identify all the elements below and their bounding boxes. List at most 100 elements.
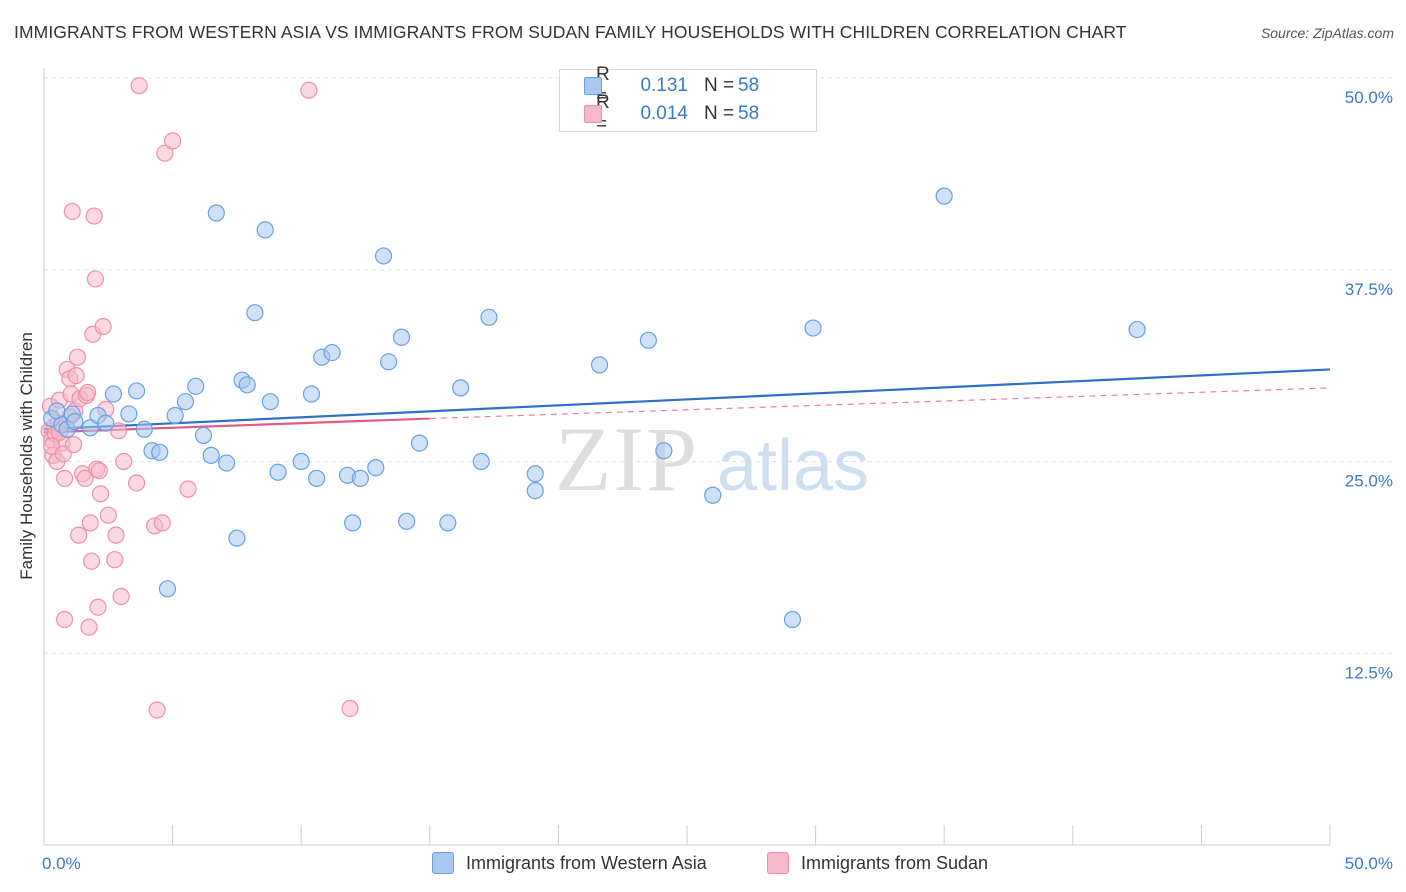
western-asia-point xyxy=(292,452,310,471)
sudan-point xyxy=(115,452,133,471)
legend-label: Immigrants from Sudan xyxy=(801,852,989,873)
legend-row-western-asia: R = 0.131 N = 58 xyxy=(584,64,760,107)
legend-swatch-blue xyxy=(584,77,602,95)
r-value: 0.014 xyxy=(640,103,688,124)
x-tick-label: 50.0% xyxy=(1345,854,1393,873)
sudan-point xyxy=(70,526,88,544)
western-asia-point xyxy=(392,328,411,346)
sudan-point xyxy=(76,469,94,487)
western-asia-point xyxy=(1128,320,1146,339)
western-asia-point xyxy=(704,486,722,504)
western-asia-point xyxy=(655,442,673,460)
western-asia-point xyxy=(410,434,429,452)
source-label: Source: ZipAtlas.com xyxy=(1260,25,1394,41)
western-asia-point xyxy=(344,514,362,532)
watermark-atlas: atlas xyxy=(717,426,869,506)
y-tick-label: 25.0% xyxy=(1345,472,1393,491)
western-asia-point xyxy=(302,385,321,403)
y-tick-label: 37.5% xyxy=(1345,280,1393,299)
legend-swatch-blue xyxy=(432,852,454,874)
western-asia-point xyxy=(480,308,498,326)
western-asia-point xyxy=(218,454,236,472)
western-asia-point xyxy=(104,385,123,403)
western-asia-point xyxy=(207,204,225,222)
western-asia-point xyxy=(935,187,953,205)
legend-swatch-pink xyxy=(584,105,602,123)
correlation-legend: R = 0.131 N = 58 R = 0.014 N = 58 xyxy=(559,64,817,135)
legend-label: Immigrants from Western Asia xyxy=(466,852,707,873)
sudan-point xyxy=(127,474,146,492)
sudan-point xyxy=(91,485,110,503)
sudan-point xyxy=(164,132,182,150)
sudan-point xyxy=(179,480,197,498)
sudan-point xyxy=(89,598,107,616)
watermark-zip: ZIP xyxy=(555,408,699,510)
western-asia-point xyxy=(367,459,385,477)
n-value: 58 xyxy=(738,75,760,96)
western-asia-point xyxy=(246,304,264,322)
sudan-point xyxy=(82,552,101,570)
western-asia-point xyxy=(194,426,213,445)
western-asia-point xyxy=(120,405,138,423)
western-asia-point xyxy=(374,247,393,265)
western-asia-point xyxy=(351,469,369,487)
y-axis-label: Family Households with Children xyxy=(17,332,36,580)
tick-labels: 12.5% 25.0% 37.5% 50.0% 0.0% 50.0% xyxy=(42,88,1393,873)
western-asia-point xyxy=(783,610,802,629)
western-asia-point xyxy=(158,580,177,598)
legend-swatch-pink xyxy=(767,852,789,874)
western-asia-point xyxy=(261,393,279,411)
western-asia-point xyxy=(472,452,490,471)
sudan-point xyxy=(81,514,99,532)
n-label: N = xyxy=(704,75,735,96)
sudan-point xyxy=(300,81,318,99)
sudan-point xyxy=(79,383,97,402)
sudan-point xyxy=(67,366,85,385)
western-asia-point xyxy=(151,443,169,461)
sudan-point xyxy=(86,270,105,288)
western-asia-point xyxy=(590,356,609,374)
n-label: N = xyxy=(704,103,735,124)
western-asia-point xyxy=(81,419,99,437)
sudan-point xyxy=(63,202,81,221)
legend-row-sudan: R = 0.014 N = 58 xyxy=(584,92,759,135)
sudan-point xyxy=(55,469,74,487)
western-asia-point xyxy=(804,319,822,337)
western-asia-point xyxy=(176,393,195,411)
series-legend: Immigrants from Western Asia Immigrants … xyxy=(0,852,1406,876)
western-asia-point xyxy=(269,463,287,481)
western-asia-point xyxy=(639,331,658,349)
legend-item-sudan: Immigrants from Sudan xyxy=(767,852,988,874)
data-points xyxy=(40,77,1146,719)
sudan-point xyxy=(341,699,359,718)
western-asia-point xyxy=(380,353,398,371)
sudan-point xyxy=(85,207,103,225)
sudan-point xyxy=(64,436,83,454)
y-tick-label: 12.5% xyxy=(1345,663,1393,682)
western-asia-point xyxy=(135,420,153,438)
sudan-point xyxy=(112,587,130,606)
y-tick-label: 50.0% xyxy=(1345,88,1393,107)
sudan-point xyxy=(156,144,174,162)
western-asia-point xyxy=(187,377,205,395)
sudan-point xyxy=(99,506,117,524)
x-tick-label: 0.0% xyxy=(42,854,81,873)
western-asia-point xyxy=(166,406,184,425)
watermark: ZIP atlas xyxy=(555,408,869,510)
sudan-point xyxy=(90,462,108,480)
western-asia-point xyxy=(202,446,220,464)
sudan-point xyxy=(109,422,128,440)
western-asia-point xyxy=(97,414,115,432)
western-asia-point xyxy=(526,465,544,483)
r-value: 0.131 xyxy=(640,75,688,96)
western-asia-point xyxy=(238,376,256,394)
sudan-point xyxy=(106,551,124,569)
western-asia-point xyxy=(526,482,544,500)
sudan-point xyxy=(68,348,87,366)
gridlines xyxy=(44,77,1392,654)
chart-title: IMMIGRANTS FROM WESTERN ASIA VS IMMIGRAN… xyxy=(14,22,1127,42)
western-asia-point xyxy=(439,514,457,532)
sudan-point xyxy=(55,610,74,629)
legend-item-western-asia: Immigrants from Western Asia xyxy=(432,852,707,874)
